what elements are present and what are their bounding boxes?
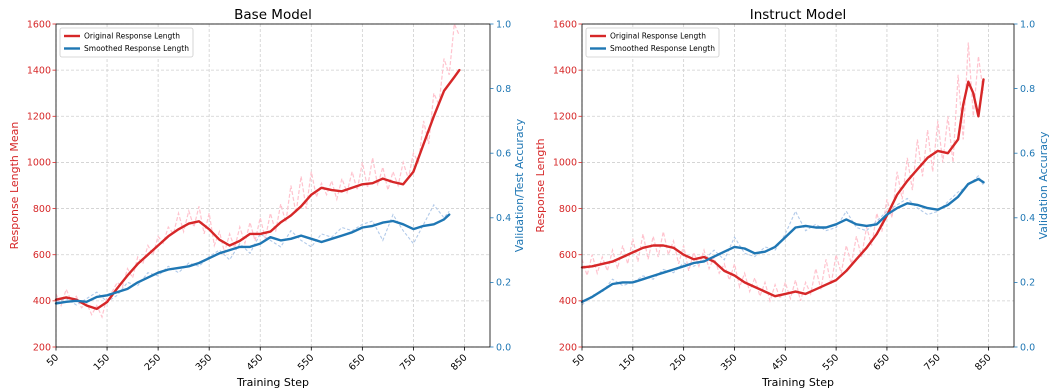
y2-tick-label: 1.0 [1020, 19, 1035, 30]
x-tick-label: 750 [922, 352, 943, 373]
y-axis-label: Response Length Mean [8, 122, 21, 250]
y-tick-label: 1000 [27, 158, 51, 169]
y-tick-label: 400 [33, 296, 51, 307]
x-tick-label: 850 [449, 352, 470, 373]
x-tick-label: 350 [194, 352, 215, 373]
y2-axis-label: Validation/Test Accuracy [513, 118, 526, 252]
y2-tick-label: 0.2 [496, 278, 511, 289]
smoothed-response-length-line [580, 177, 985, 303]
legend-entry: Smoothed Response Length [84, 44, 189, 53]
y2-tick-label: 1.0 [496, 19, 511, 30]
y-tick-label: 1200 [553, 112, 577, 123]
legend-entry: Original Response Length [610, 32, 706, 41]
plot-frame [581, 23, 1015, 348]
x-tick-label: 50 [571, 352, 587, 368]
y2-tick-label: 0.0 [496, 342, 511, 353]
base-model-chart: 50 150 250 350 450 550 650 750 850 200 400 600 800 10… [8, 7, 526, 389]
legend: Original Response Length Smoothed Respons… [585, 27, 720, 58]
y2-tick-label: 0.6 [496, 149, 511, 160]
y-tick-label: 1000 [553, 158, 577, 169]
y2-tick-label: 0.4 [496, 213, 511, 224]
y2-tick-label: 0.2 [1020, 278, 1035, 289]
legend-box [585, 27, 720, 58]
y-tick-label: 1600 [553, 19, 577, 30]
x-tick-label: 150 [617, 352, 638, 373]
y2-tick-label: 0.8 [496, 84, 511, 95]
y-tick-label: 600 [559, 250, 577, 261]
y-tick-label: 800 [33, 204, 51, 215]
x-tick-label: 450 [245, 352, 266, 373]
x-axis-label: Training Step [761, 376, 834, 389]
x-tick-label: 850 [973, 352, 994, 373]
original-response-length-line [580, 78, 985, 298]
legend-entry: Original Response Length [84, 32, 180, 41]
legend-entry: Smoothed Response Length [610, 44, 715, 53]
x-tick-label: 450 [770, 352, 791, 373]
x-tick-label: 250 [143, 352, 164, 373]
y-tick-label: 600 [33, 250, 51, 261]
y-tick-label: 1400 [27, 65, 51, 76]
plot-frame [55, 23, 491, 348]
x-tick-label: 250 [668, 352, 689, 373]
chart-title: Instruct Model [750, 7, 847, 23]
raw-response-length-line [55, 21, 460, 319]
y-tick-label: 800 [559, 204, 577, 215]
y-tick-label: 200 [33, 342, 51, 353]
original-response-length-line [54, 68, 461, 311]
y-tick-label: 1600 [27, 19, 51, 30]
legend-box [59, 27, 194, 58]
x-tick-label: 650 [871, 352, 892, 373]
y-tick-label: 400 [559, 296, 577, 307]
raw-response-length-line [581, 42, 985, 304]
y-tick-label: 1200 [27, 112, 51, 123]
x-tick-label: 150 [92, 352, 113, 373]
y2-tick-label: 0.6 [1020, 149, 1035, 160]
chart-title: Base Model [234, 7, 312, 23]
instruct-model-chart: 50 150 250 350 450 550 650 750 850 200 400 600 800 10… [534, 7, 1050, 389]
x-tick-label: 350 [719, 352, 740, 373]
y2-tick-label: 0.4 [1020, 213, 1035, 224]
y-axis-label: Response Length [534, 138, 547, 232]
x-tick-label: 750 [398, 352, 419, 373]
y-tick-label: 1400 [553, 65, 577, 76]
legend: Original Response Length Smoothed Respons… [59, 27, 194, 58]
x-tick-label: 50 [45, 352, 61, 368]
smoothed-response-length-line [54, 213, 451, 305]
x-tick-label: 550 [821, 352, 842, 373]
y-tick-label: 200 [559, 342, 577, 353]
y2-axis-label: Validation Accuracy [1037, 131, 1050, 240]
x-tick-label: 550 [296, 352, 317, 373]
y2-tick-label: 0.8 [1020, 84, 1035, 95]
x-tick-label: 650 [347, 352, 368, 373]
x-axis-label: Training Step [236, 376, 309, 389]
y2-tick-label: 0.0 [1020, 342, 1035, 353]
raw-accuracy-line [55, 203, 450, 306]
